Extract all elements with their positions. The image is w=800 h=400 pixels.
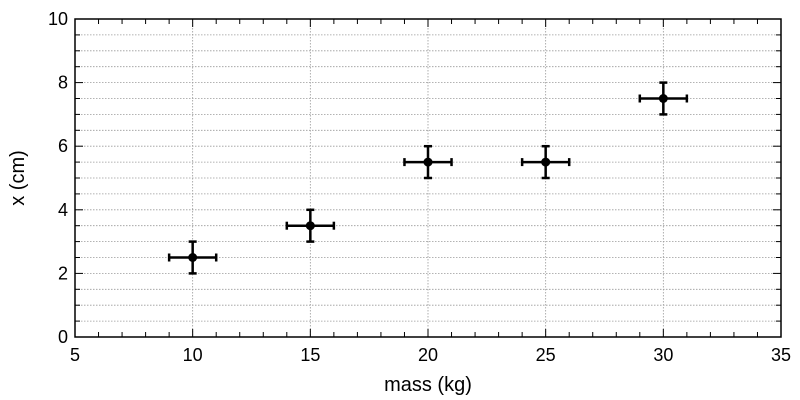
x-tick-label: 20 — [418, 345, 438, 365]
x-tick-label: 35 — [771, 345, 791, 365]
data-point — [305, 221, 315, 231]
y-axis-title: x (cm) — [7, 150, 29, 206]
y-tick-label: 4 — [58, 200, 68, 220]
y-tick-label: 2 — [58, 263, 68, 283]
x-tick-label: 5 — [70, 345, 80, 365]
data-point — [541, 157, 551, 167]
tick-labels: 5 10 15 20 25 30 35 0 2 4 6 8 10 — [48, 9, 791, 365]
y-tick-label: 6 — [58, 136, 68, 156]
data-point — [658, 94, 668, 103]
data-series — [167, 81, 689, 275]
y-tick-label: 8 — [58, 73, 68, 93]
x-tick-label: 25 — [536, 345, 556, 365]
plot-frame — [74, 18, 782, 338]
y-tick-label: 10 — [48, 9, 68, 29]
axis-ticks — [74, 18, 782, 338]
data-point — [423, 157, 433, 167]
data-point — [188, 253, 198, 262]
x-tick-label: 10 — [183, 345, 203, 365]
x-tick-label: 15 — [300, 345, 320, 365]
y-tick-label: 0 — [58, 327, 68, 347]
x-tick-label: 30 — [653, 345, 673, 365]
x-axis-title: mass (kg) — [384, 374, 472, 396]
